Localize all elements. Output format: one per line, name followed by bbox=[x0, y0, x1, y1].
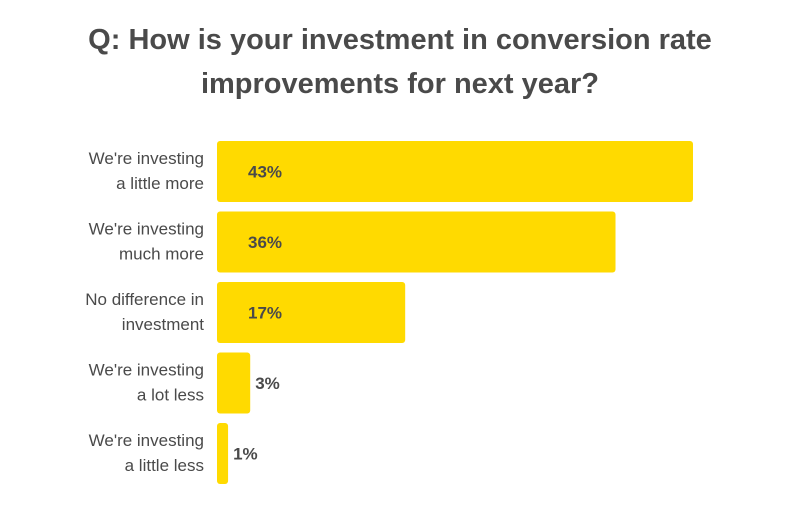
category-label-2-line-1: No difference in bbox=[85, 290, 204, 309]
category-label-2-line-2: investment bbox=[122, 315, 204, 334]
value-label-4: 1% bbox=[233, 445, 258, 464]
category-label-1-line-1: We're investing bbox=[89, 220, 204, 239]
category-label-3-line-2: a lot less bbox=[137, 386, 204, 405]
bar-4 bbox=[217, 423, 229, 484]
category-label-3-line-1: We're investing bbox=[89, 361, 204, 380]
category-label-0-line-2: a little more bbox=[116, 174, 204, 193]
bar-1 bbox=[217, 211, 616, 273]
value-label-0: 43% bbox=[248, 163, 282, 182]
bar-0 bbox=[217, 141, 693, 202]
chart-title-line-2: improvements for next year? bbox=[200, 68, 600, 100]
chart-title: Q: How is your investment in conversion … bbox=[0, 18, 800, 106]
value-label-2: 17% bbox=[248, 304, 282, 323]
value-label-3: 3% bbox=[255, 374, 280, 393]
category-label-1-line-2: much more bbox=[119, 245, 204, 264]
value-label-1: 36% bbox=[248, 233, 282, 252]
category-label-0-line-1: We're investing bbox=[89, 149, 204, 168]
category-label-4-line-2: a little less bbox=[125, 456, 204, 475]
category-label-4-line-1: We're investing bbox=[89, 431, 204, 450]
chart-title-line-1: Q: How is your investment in conversion … bbox=[88, 24, 712, 56]
bar-3 bbox=[217, 352, 251, 414]
bar-2 bbox=[217, 282, 406, 343]
